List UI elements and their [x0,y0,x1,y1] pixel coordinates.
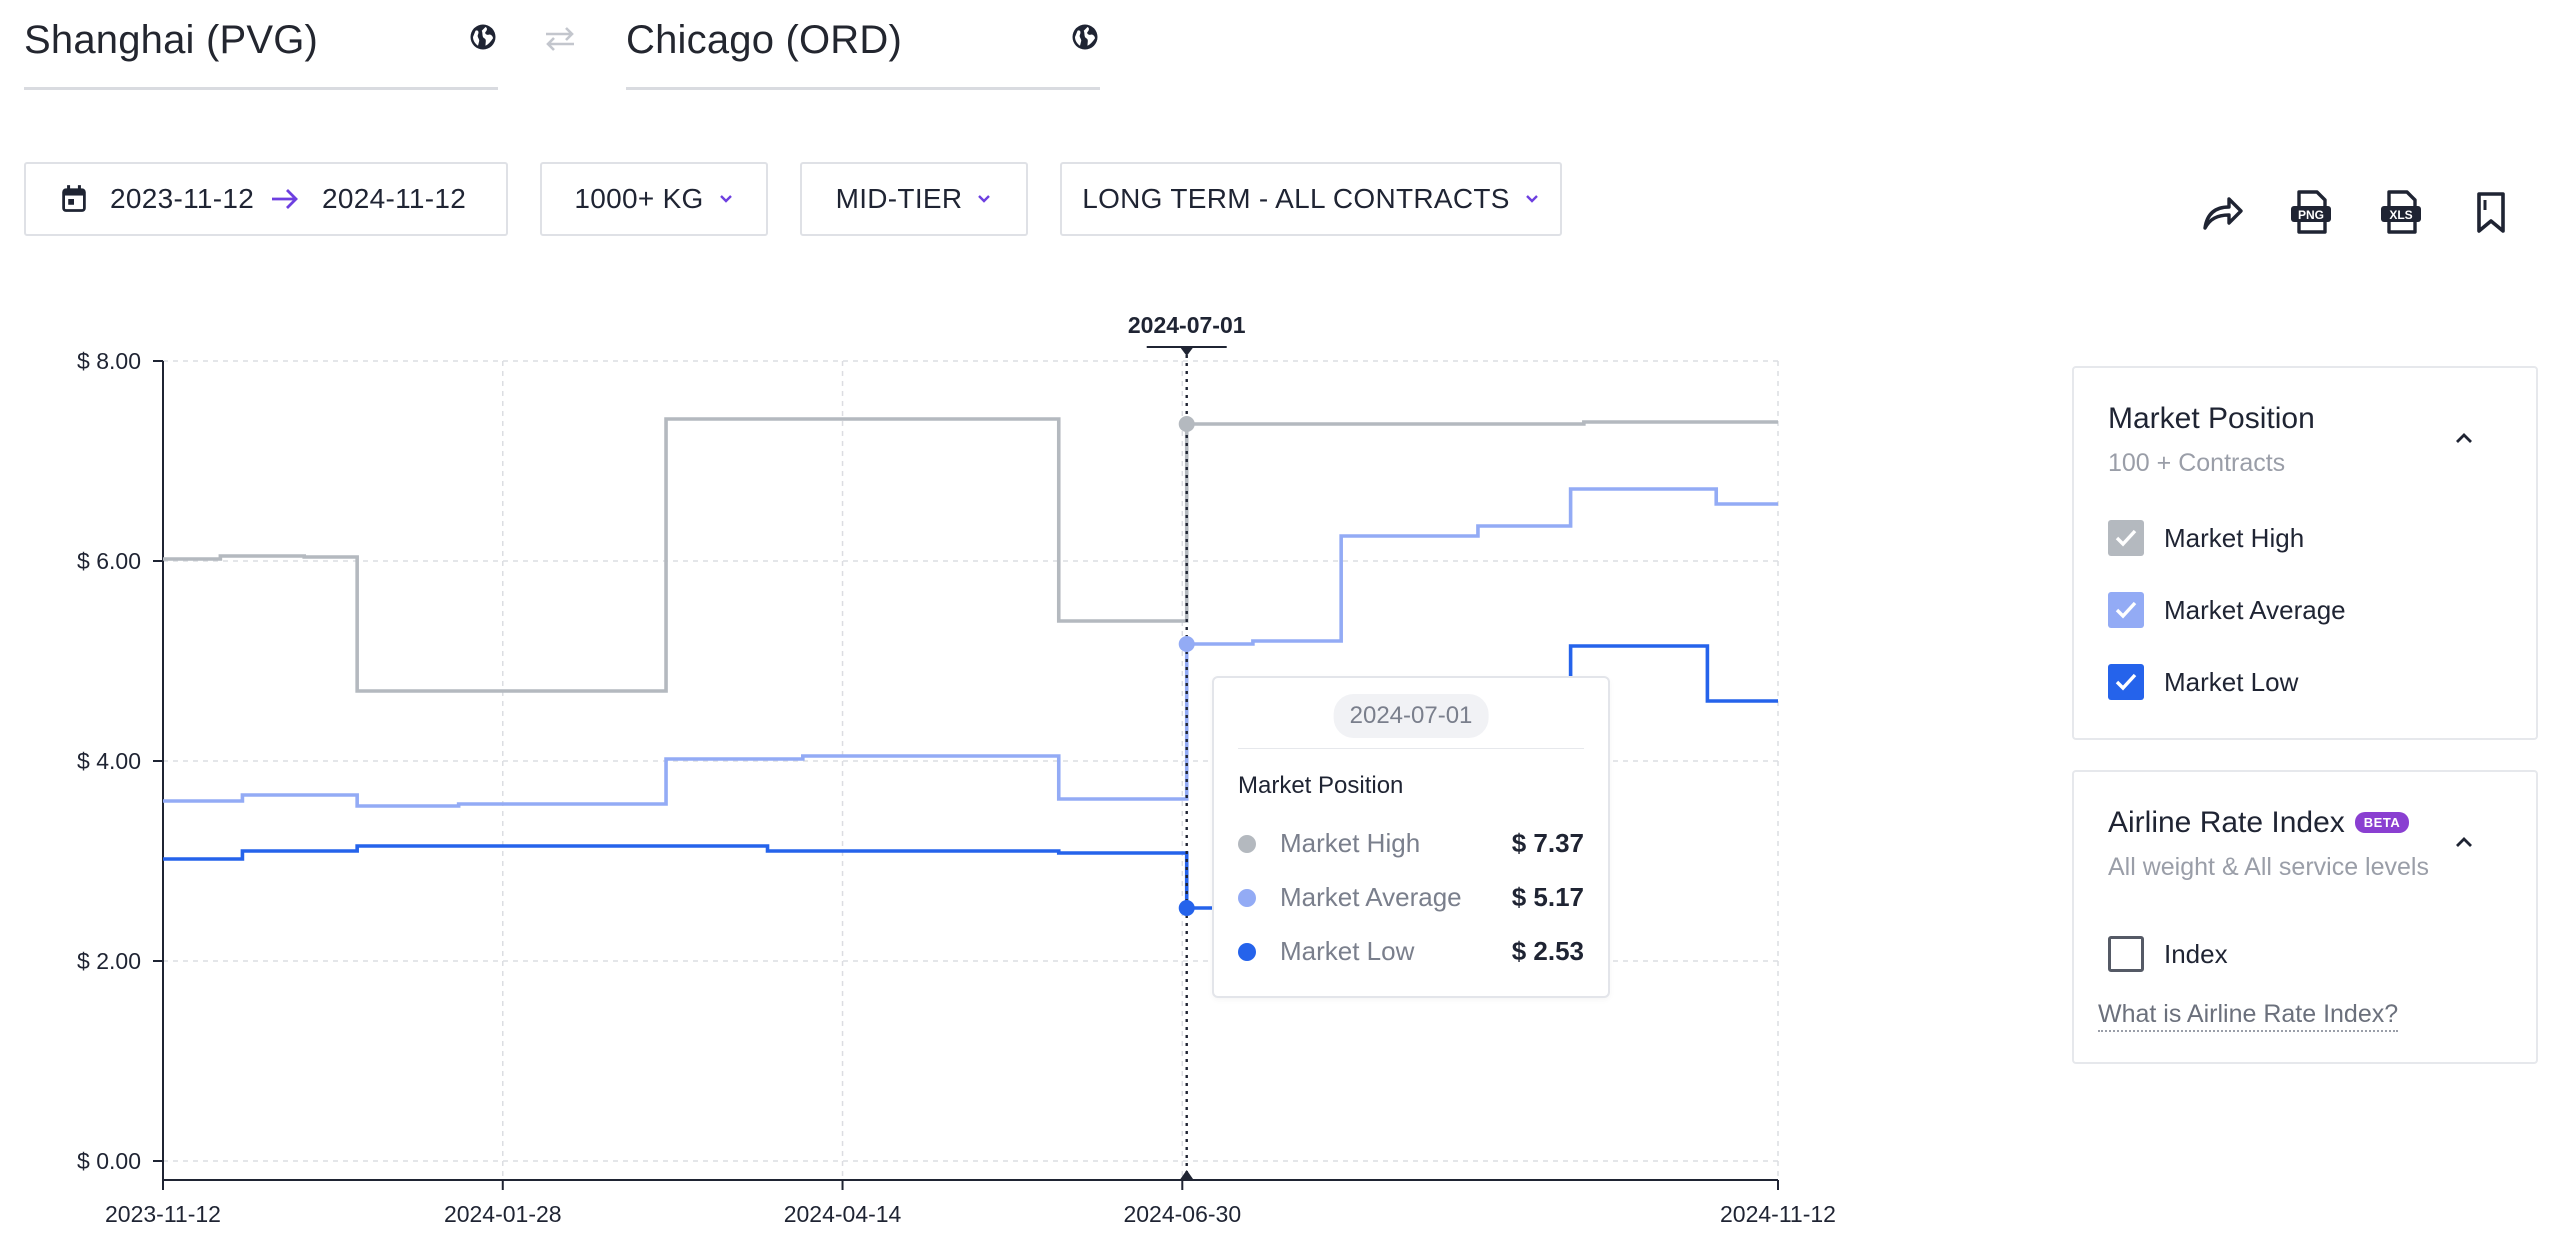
date-from-input[interactable]: 2023-11-12 [110,183,255,214]
chevron-down-icon [719,195,732,203]
png-label: PNG [2298,208,2324,222]
tooltip-date: 2024-07-01 [1333,694,1489,738]
checkbox-index[interactable] [2108,936,2144,972]
checkbox-label: Index [2164,939,2228,969]
date-to-input[interactable]: 2024-11-12 [322,183,467,214]
weight-select-value: 1000+ KG [574,183,704,214]
destination-label: Chicago (ORD) [626,18,902,62]
globe-icon[interactable] [468,22,498,52]
chevron-up-icon[interactable] [2452,426,2476,450]
destination-field[interactable]: Chicago (ORD) [626,0,1100,90]
swap-route-icon[interactable] [542,24,578,54]
contract-select-value: LONG TERM - ALL CONTRACTS [1082,183,1510,214]
series-line-market-high [163,417,1778,693]
x-tick-label: 2024-01-28 [444,1201,562,1227]
calendar-icon [62,185,86,212]
crosshair-marker [1180,348,1193,356]
crosshair-axis-marker [1179,1170,1194,1180]
panel-subtitle: 100 + Contracts [2108,449,2286,477]
market-position-panel: Market Position 100 + Contracts Market H… [2072,366,2538,740]
weight-select[interactable]: 1000+ KG [540,162,768,236]
chevron-up-icon[interactable] [2452,830,2476,854]
y-tick-label: $ 2.00 [77,948,141,974]
tooltip-row-name: Market Average [1280,882,1462,912]
panel-subtitle: All weight & All service levels [2108,853,2429,881]
hover-point-market-high [1178,416,1195,432]
y-tick-label: $ 0.00 [77,1148,141,1174]
origin-field[interactable]: Shanghai (PVG) [24,0,498,90]
tooltip-row-market-high: Market High $ 7.37 [1238,828,1584,858]
contract-type-select[interactable]: LONG TERM - ALL CONTRACTS [1060,162,1562,236]
checkbox-label: Market High [2164,523,2305,553]
checkbox-market-high[interactable] [2108,520,2144,556]
x-tick-label: 2024-06-30 [1123,1201,1241,1227]
check-icon [2115,601,2137,619]
tooltip-row-value: $ 5.17 [1511,882,1584,912]
arrow-right-icon [272,189,298,209]
tooltip-divider [1238,748,1584,749]
y-tick-label: $ 6.00 [77,548,141,574]
check-icon [2115,529,2137,547]
x-tick-label: 2024-04-14 [784,1201,902,1227]
xls-label: XLS [2389,208,2412,222]
date-range-picker[interactable]: 2023-11-12 2024-11-12 [24,162,508,236]
series-line-market-low [163,644,1778,910]
chevron-down-icon [1525,195,1538,203]
tooltip-row-value: $ 7.37 [1511,828,1584,858]
bookmark-icon[interactable] [2467,188,2515,236]
checkbox-label: Market Average [2164,595,2346,625]
tooltip-row-name: Market Low [1280,936,1415,966]
beta-badge: BETA [2354,812,2410,833]
check-icon [2115,673,2137,691]
crosshair: 2024-07-01 [1128,312,1246,1180]
legend-dot [1238,835,1256,853]
legend-dot [1238,889,1256,907]
panel-title: Market Position [2108,402,2315,435]
tier-select-value: MID-TIER [835,183,963,214]
airline-rate-index-help-link[interactable]: What is Airline Rate Index? [2098,1000,2399,1032]
tooltip-title: Market Position [1238,772,1404,799]
xls-export-icon[interactable]: XLS [2377,188,2425,236]
origin-label: Shanghai (PVG) [24,18,319,62]
chevron-down-icon [978,195,991,203]
rate-chart: $ 0.00 $ 2.00 $ 4.00 $ 6.00 $ 8.00 2023-11-12… [77,312,1836,1227]
x-tick-label: 2024-11-12 [1720,1201,1836,1227]
checkbox-market-low[interactable] [2108,664,2144,700]
panel-title-text: Airline Rate Index [2108,806,2345,839]
tooltip-row-value: $ 2.53 [1511,936,1584,966]
globe-icon[interactable] [1070,22,1100,52]
series-line-market-average [163,487,1778,808]
y-tick-label: $ 8.00 [77,348,141,374]
legend-dot [1238,943,1256,961]
service-tier-select[interactable]: MID-TIER [800,162,1028,236]
png-export-icon[interactable]: PNG [2287,188,2335,236]
x-tick-label: 2023-11-12 [105,1201,221,1227]
chart-tooltip: 2024-07-01 Market Position Market High $… [1212,676,1610,998]
checkbox-label: Market Low [2164,667,2299,697]
chart-axes: $ 0.00 $ 2.00 $ 4.00 $ 6.00 $ 8.00 2023-11-12… [77,348,1836,1227]
tooltip-row-market-average: Market Average $ 5.17 [1238,882,1584,912]
chart-series [163,417,1778,910]
y-tick-label: $ 4.00 [77,748,141,774]
tooltip-row-name: Market High [1280,828,1421,858]
tooltip-row-market-low: Market Low $ 2.53 [1238,936,1584,966]
share-icon[interactable] [2197,188,2245,236]
checkbox-market-average[interactable] [2108,592,2144,628]
hover-point-market-average [1178,636,1195,652]
panel-title: Airline Rate Index BETA [2108,806,2410,840]
hover-point-market-low [1178,900,1195,916]
airline-rate-index-panel: Airline Rate Index BETA All weight & All … [2072,770,2538,1064]
crosshair-date-label: 2024-07-01 [1128,312,1246,338]
